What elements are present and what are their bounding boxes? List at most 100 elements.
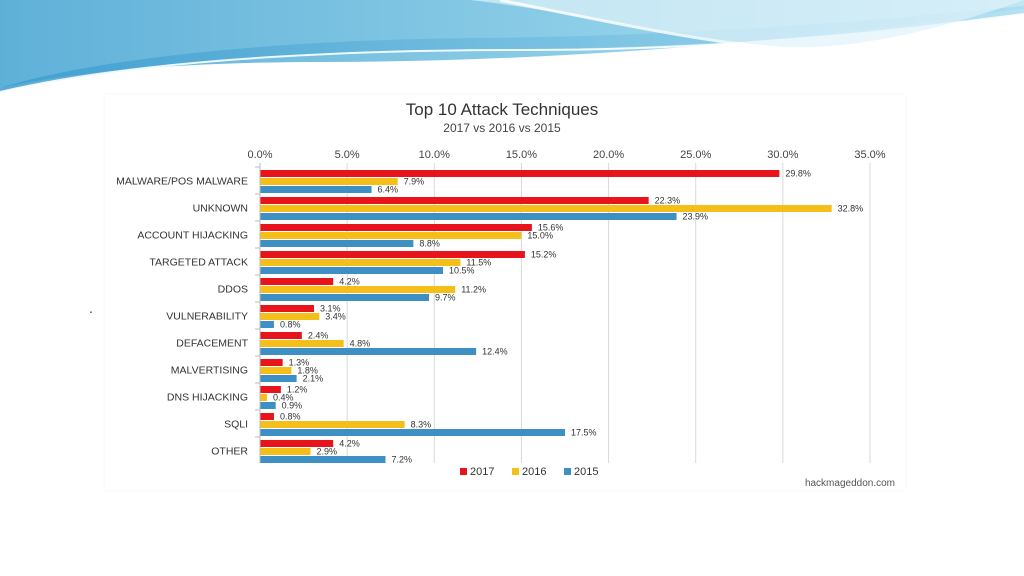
chart-source: hackmageddon.com (805, 478, 895, 489)
data-label: 15.6% (538, 223, 564, 233)
bar-2016 (260, 340, 344, 347)
data-label: 15.2% (531, 250, 557, 260)
bar-2016 (260, 367, 292, 374)
bar-2016 (260, 448, 311, 455)
data-label: 3.1% (320, 304, 341, 314)
x-tick-label: 25.0% (680, 149, 711, 161)
data-label: 4.8% (350, 339, 371, 349)
bar-2017 (260, 440, 334, 447)
category-label: TARGETED ATTACK (149, 257, 248, 269)
data-label: 4.2% (339, 439, 360, 449)
x-tick-label: 20.0% (593, 149, 624, 161)
bar-2017 (260, 251, 525, 258)
bar-2015 (260, 213, 677, 220)
bar-2015 (260, 348, 477, 355)
x-tick-label: 15.0% (506, 149, 537, 161)
data-label: 0.8% (280, 320, 301, 330)
data-label: 0.9% (282, 401, 303, 411)
category-label: UNKNOWN (193, 203, 248, 215)
bar-2017 (260, 170, 780, 177)
category-label: MALVERTISING (171, 365, 248, 377)
bar-2016 (260, 421, 405, 428)
data-label: 11.2% (461, 285, 486, 295)
chart-title: Top 10 Attack Techniques (406, 100, 599, 119)
bar-2017 (260, 386, 281, 393)
data-label: 1.2% (287, 385, 308, 395)
bar-2017 (260, 359, 283, 366)
x-tick-label: 0.0% (247, 149, 272, 161)
x-tick-label: 10.0% (419, 149, 450, 161)
data-label: 32.8% (838, 204, 864, 214)
data-label: 29.8% (785, 169, 811, 179)
category-label: DNS HIJACKING (167, 392, 248, 404)
bar-2016 (260, 259, 461, 266)
data-label: 11.5% (466, 258, 491, 268)
data-label: 4.2% (339, 277, 360, 287)
bar-2015 (260, 429, 565, 436)
bar-2017 (260, 305, 315, 312)
legend-swatch (564, 468, 571, 475)
bar-2016 (260, 313, 320, 320)
bar-2015 (260, 321, 274, 328)
data-label: 9.7% (435, 293, 456, 303)
category-label: VULNERABILITY (166, 311, 248, 323)
data-label: 7.2% (391, 455, 412, 465)
bar-2016 (260, 286, 456, 293)
bar-2015 (260, 375, 297, 382)
data-label: 22.3% (655, 196, 681, 206)
chart-panel: Top 10 Attack Techniques 2017 vs 2016 vs… (105, 95, 905, 490)
data-label: 3.4% (325, 312, 346, 322)
bar-2017 (260, 278, 334, 285)
data-label: 2.1% (303, 374, 324, 384)
legend-label: 2016 (522, 466, 546, 478)
category-label: ACCOUNT HIJACKING (137, 230, 248, 242)
attack-techniques-chart: Top 10 Attack Techniques 2017 vs 2016 vs… (116, 100, 895, 489)
category-label: MALWARE/POS MALWARE (116, 176, 248, 188)
data-label: 17.5% (571, 428, 597, 438)
bar-2016 (260, 232, 522, 239)
data-label: 8.3% (411, 420, 432, 430)
category-label: DEFACEMENT (176, 338, 248, 350)
bar-2016 (260, 394, 267, 401)
data-label: 8.8% (419, 239, 440, 249)
category-label: SQLI (224, 419, 248, 431)
bar-2017 (260, 197, 649, 204)
bar-2016 (260, 205, 832, 212)
bar-2015 (260, 294, 430, 301)
bar-2015 (260, 240, 414, 247)
data-label: 12.4% (482, 347, 508, 357)
category-labels: MALWARE/POS MALWARE UNKNOWN ACCOUNT HIJACK… (116, 166, 260, 458)
bars (260, 170, 832, 463)
bar-2015 (260, 267, 443, 274)
bar-2016 (260, 178, 398, 185)
bar-2017 (260, 224, 532, 231)
category-label: DDOS (218, 284, 248, 296)
data-label: 1.8% (297, 366, 318, 376)
legend-label: 2017 (470, 466, 494, 478)
data-label: 6.4% (378, 185, 399, 195)
legend-swatch (460, 468, 467, 475)
bar-2017 (260, 332, 302, 339)
data-label: 0.8% (280, 412, 301, 422)
bar-2015 (260, 456, 386, 463)
x-tick-label: 35.0% (854, 149, 885, 161)
data-label: 2.9% (317, 447, 338, 457)
legend-label: 2015 (574, 466, 598, 478)
data-label: 1.3% (289, 358, 310, 368)
data-label: 0.4% (273, 393, 294, 403)
data-label: 15.0% (527, 231, 553, 241)
slide-bullet: . (89, 300, 93, 316)
data-label: 23.9% (683, 212, 709, 222)
data-label: 10.5% (449, 266, 475, 276)
legend-swatch (512, 468, 519, 475)
x-axis-ticks: 0.0% 5.0% 10.0% 15.0% 20.0% 25.0% 30.0% 35.0% (247, 149, 885, 161)
x-tick-label: 5.0% (335, 149, 360, 161)
data-labels: 29.8% 22.3% 15.6% 15.2% 4.2% 3.1% 2.4% 1.3% 1.2%… (273, 169, 863, 465)
category-label: OTHER (211, 446, 248, 458)
x-tick-label: 30.0% (767, 149, 798, 161)
bar-2015 (260, 402, 276, 409)
legend: 2017 2016 2015 (460, 466, 598, 478)
bar-2015 (260, 186, 372, 193)
chart-subtitle: 2017 vs 2016 vs 2015 (443, 121, 561, 135)
